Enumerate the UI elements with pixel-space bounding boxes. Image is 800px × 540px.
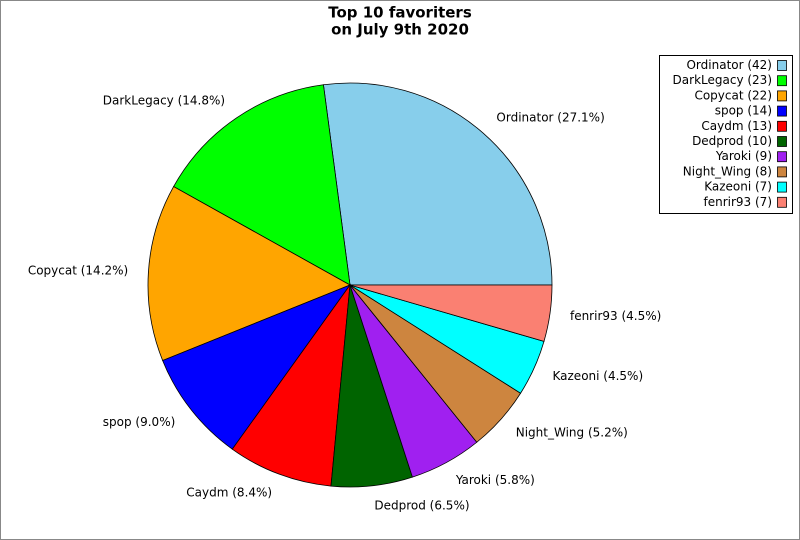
legend-label: Caydm (13) <box>701 119 772 133</box>
legend-label: spop (14) <box>715 104 772 118</box>
slice-label: Night_Wing (5.2%) <box>516 425 628 439</box>
chart-title: on July 9th 2020 <box>331 21 469 39</box>
slice-label: Yaroki (5.8%) <box>455 473 535 487</box>
slice-label: DarkLegacy (14.8%) <box>103 94 225 108</box>
pie-slice <box>349 284 553 342</box>
slice-label: Copycat (14.2%) <box>28 264 128 278</box>
slice-label: Kazeoni (4.5%) <box>553 369 644 383</box>
legend-label: Dedprod (10) <box>692 134 772 148</box>
legend-label: DarkLegacy (23) <box>673 73 772 87</box>
legend-swatch <box>777 181 787 193</box>
pie-slice <box>322 82 553 286</box>
pie-slice <box>173 84 351 286</box>
legend-label: Night_Wing (8) <box>683 164 772 178</box>
pie-slice <box>147 186 351 362</box>
legend-label: Ordinator (42) <box>686 58 772 72</box>
chart-title: Top 10 favoriters <box>328 4 472 22</box>
legend-box <box>659 55 793 214</box>
legend-swatch <box>777 75 787 87</box>
slice-label: spop (9.0%) <box>103 415 176 429</box>
legend-swatch <box>777 166 787 178</box>
legend-swatch <box>777 60 787 71</box>
legend-swatch <box>777 151 787 163</box>
legend-label: Kazeoni (7) <box>704 180 772 194</box>
legend-swatch <box>777 90 787 102</box>
pie-slice <box>162 284 352 450</box>
legend-swatch <box>777 120 787 132</box>
legend-swatch <box>777 196 787 208</box>
legend-label: Copycat (22) <box>694 88 772 102</box>
legend-swatch <box>777 105 787 117</box>
slice-label: Dedprod (6.5%) <box>374 498 469 512</box>
slice-label: Ordinator (27.1%) <box>496 110 604 124</box>
slice-label: fenrir93 (4.5%) <box>570 309 661 323</box>
slice-label: Caydm (8.4%) <box>186 486 272 500</box>
pie-slice <box>231 283 351 487</box>
legend-swatch <box>777 136 787 147</box>
legend-label: fenrir93 (7) <box>704 195 773 209</box>
legend-label: Yaroki (9) <box>715 149 772 163</box>
